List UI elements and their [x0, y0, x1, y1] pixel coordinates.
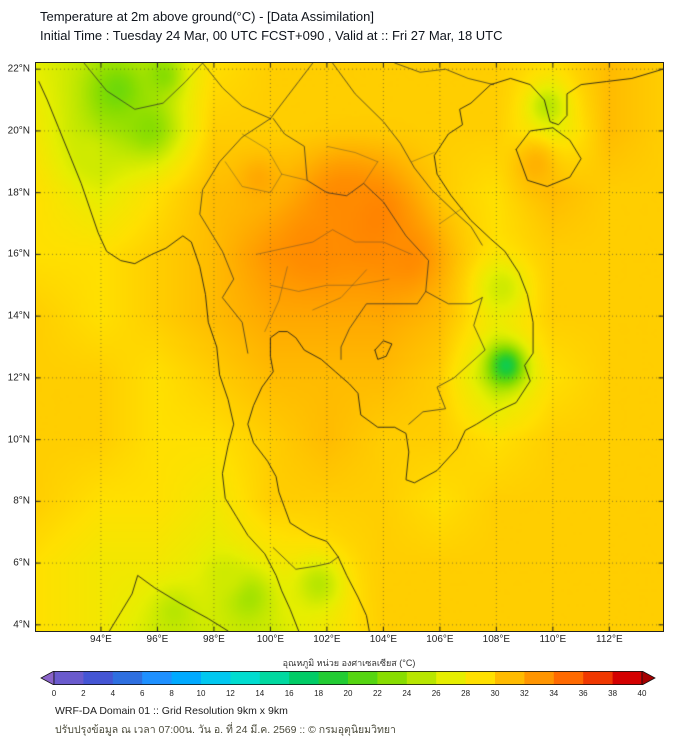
map-frame [35, 62, 664, 632]
colorbar-tick-label: 40 [637, 689, 647, 698]
colorbar-tick-label: 20 [343, 689, 353, 698]
lat-tick-label: 8°N [13, 495, 30, 507]
colorbar-segment [553, 671, 584, 685]
colorbar-tick-label: 36 [578, 689, 588, 698]
colorbar-segment [377, 671, 408, 685]
page-title: Temperature at 2m above ground(°C) - [Da… [40, 9, 374, 24]
colorbar-tick-label: 38 [608, 689, 618, 698]
footer: WRF-DA Domain 01 :: Grid Resolution 9km … [55, 705, 396, 738]
colorbar-tick-label: 26 [431, 689, 441, 698]
colorbar-segment [348, 671, 378, 685]
colorbar-tick-label: 28 [461, 689, 471, 698]
lon-tick-label: 94°E [90, 634, 112, 645]
colorbar-segment [230, 671, 261, 685]
colorbar-ticks: 0 2 4 6 8 10 12 14 16 18 20 22 24 26 28 30 32 34 36 38 40 [40, 687, 656, 699]
colorbar-tick-label: 4 [110, 689, 116, 698]
colorbar-left-arrow [40, 671, 55, 685]
lon-tick-label: 96°E [146, 634, 169, 645]
lat-tick-label: 14°N [7, 310, 30, 322]
colorbar-segment [524, 671, 555, 685]
colorbar-segment [495, 671, 525, 685]
lon-tick-label: 100°E [256, 634, 285, 645]
lon-tick-label: 98°E [203, 634, 225, 645]
lat-tick-label: 18°N [7, 187, 30, 199]
latitude-axis: 22°N 20°N 18°N 16°N 14°N 12°N 10°N 8°N 6°N 4°N [0, 63, 32, 631]
temperature-map-canvas [36, 63, 663, 631]
lon-tick-label: 112°E [596, 634, 623, 645]
colorbar-tick-label: 32 [519, 689, 529, 698]
colorbar-segment [259, 671, 290, 685]
colorbar-segment [112, 671, 143, 685]
colorbar-tick-label: 14 [255, 689, 265, 698]
lat-tick-label: 20°N [7, 125, 30, 137]
colorbar-tick-label: 24 [402, 689, 412, 698]
page-subtitle: Initial Time : Tuesday 24 Mar, 00 UTC FC… [40, 28, 503, 43]
footer-domain-info: WRF-DA Domain 01 :: Grid Resolution 9km … [55, 705, 288, 717]
colorbar-segment [83, 671, 114, 685]
colorbar-segment [201, 671, 231, 685]
colorbar-segment [583, 671, 613, 685]
lon-tick-label: 104°E [369, 634, 398, 645]
colorbar [40, 671, 656, 685]
colorbar-segment [406, 671, 437, 685]
lat-tick-label: 22°N [7, 63, 30, 75]
colorbar-tick-label: 10 [196, 689, 206, 698]
longitude-axis: 94°E 96°E 98°E 100°E 102°E 104°E 106°E 108°E 110… [36, 634, 663, 648]
lon-tick-label: 106°E [426, 634, 454, 645]
colorbar-segment [436, 671, 466, 685]
colorbar-segment [171, 671, 202, 685]
colorbar-tick-label: 18 [314, 689, 324, 698]
lat-tick-label: 16°N [7, 248, 30, 260]
colorbar-segment [289, 671, 319, 685]
colorbar-segment [318, 671, 349, 685]
colorbar-tick-label: 22 [372, 689, 382, 698]
colorbar-segment [465, 671, 496, 685]
colorbar-tick-label: 0 [51, 689, 57, 698]
lat-tick-label: 6°N [13, 557, 30, 569]
header: Temperature at 2m above ground(°C) - [Da… [40, 7, 503, 45]
colorbar-tick-label: 8 [169, 689, 174, 698]
colorbar-right-arrow [641, 671, 656, 685]
colorbar-tick-label: 12 [225, 689, 235, 698]
colorbar-segment [612, 671, 643, 685]
colorbar-tick-label: 6 [139, 689, 145, 698]
colorbar-segment [54, 671, 84, 685]
lon-tick-label: 110°E [539, 634, 567, 645]
colorbar-tick-label: 2 [81, 689, 86, 698]
colorbar-title: อุณหภูมิ หน่วย องศาเซลเซียส (°C) [282, 658, 416, 668]
lon-tick-label: 108°E [482, 634, 511, 645]
colorbar-tick-label: 30 [490, 689, 500, 698]
lat-tick-label: 4°N [13, 619, 30, 631]
colorbar-tick-label: 34 [549, 689, 559, 698]
lat-tick-label: 12°N [7, 372, 30, 384]
lon-tick-label: 102°E [313, 634, 341, 645]
lat-tick-label: 10°N [7, 434, 30, 446]
footer-update-info: ปรับปรุงข้อมูล ณ เวลา 07:00น. วัน อ. ที่… [55, 724, 396, 736]
colorbar-tick-label: 16 [284, 689, 294, 698]
colorbar-segment [142, 671, 172, 685]
